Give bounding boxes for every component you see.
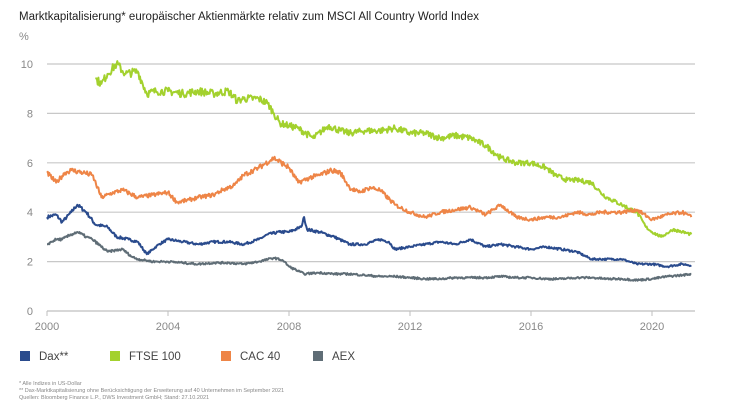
y-axis-unit-label: % xyxy=(19,31,29,43)
x-tick-label: 2020 xyxy=(640,321,664,333)
y-tick-label: 0 xyxy=(27,306,33,318)
footnote-dax: ** Dax-Marktkapitalisierung ohne Berücks… xyxy=(19,388,285,394)
series-line-aex xyxy=(46,231,692,282)
x-tick-label: 2012 xyxy=(398,321,422,333)
legend-label-dax: Dax** xyxy=(39,351,69,363)
y-tick-label: 10 xyxy=(21,59,33,71)
legend-label-cac: CAC 40 xyxy=(240,351,281,363)
x-tick-label: 2000 xyxy=(35,321,59,333)
x-tick-label: 2008 xyxy=(277,321,301,333)
y-tick-label: 2 xyxy=(27,257,33,269)
y-tick-label: 6 xyxy=(27,158,33,170)
line-chart: 0 2 4 6 8 10 2000 2004 2008 2012 2016 2020 xyxy=(21,59,695,333)
series-line-ftse-100 xyxy=(94,60,693,238)
legend-swatch-aex xyxy=(313,351,323,361)
x-tick-label: 2016 xyxy=(519,321,543,333)
footnote-currency: * Alle Indizes in US-Dollar xyxy=(19,381,82,387)
chart-title: Marktkapitalisierung* europäischer Aktie… xyxy=(19,11,479,23)
y-tick-labels: 0 2 4 6 8 10 xyxy=(21,59,33,318)
series-line-cac-40 xyxy=(46,155,693,222)
series-lines xyxy=(46,60,693,282)
x-axis: 2000 2004 2008 2012 2016 2020 xyxy=(35,311,664,333)
y-tick-label: 4 xyxy=(27,207,33,219)
footnote-sources: Quellen: Bloomberg Finance L.P., DWS Inv… xyxy=(19,395,210,401)
legend-item-aex: AEX xyxy=(313,351,355,363)
legend-label-aex: AEX xyxy=(332,351,356,363)
legend-label-ftse: FTSE 100 xyxy=(129,351,181,363)
footnotes: * Alle Indizes in US-Dollar ** Dax-Markt… xyxy=(19,381,284,402)
legend-item-dax: Dax** xyxy=(20,351,68,363)
y-tick-label: 8 xyxy=(27,108,33,120)
legend-item-ftse: FTSE 100 xyxy=(110,351,181,363)
legend-swatch-ftse xyxy=(110,351,120,361)
series-line-dax xyxy=(46,203,692,269)
legend-swatch-cac xyxy=(221,351,231,361)
legend-item-cac: CAC 40 xyxy=(221,351,280,363)
x-tick-label: 2004 xyxy=(156,321,180,333)
legend-swatch-dax xyxy=(20,351,30,361)
